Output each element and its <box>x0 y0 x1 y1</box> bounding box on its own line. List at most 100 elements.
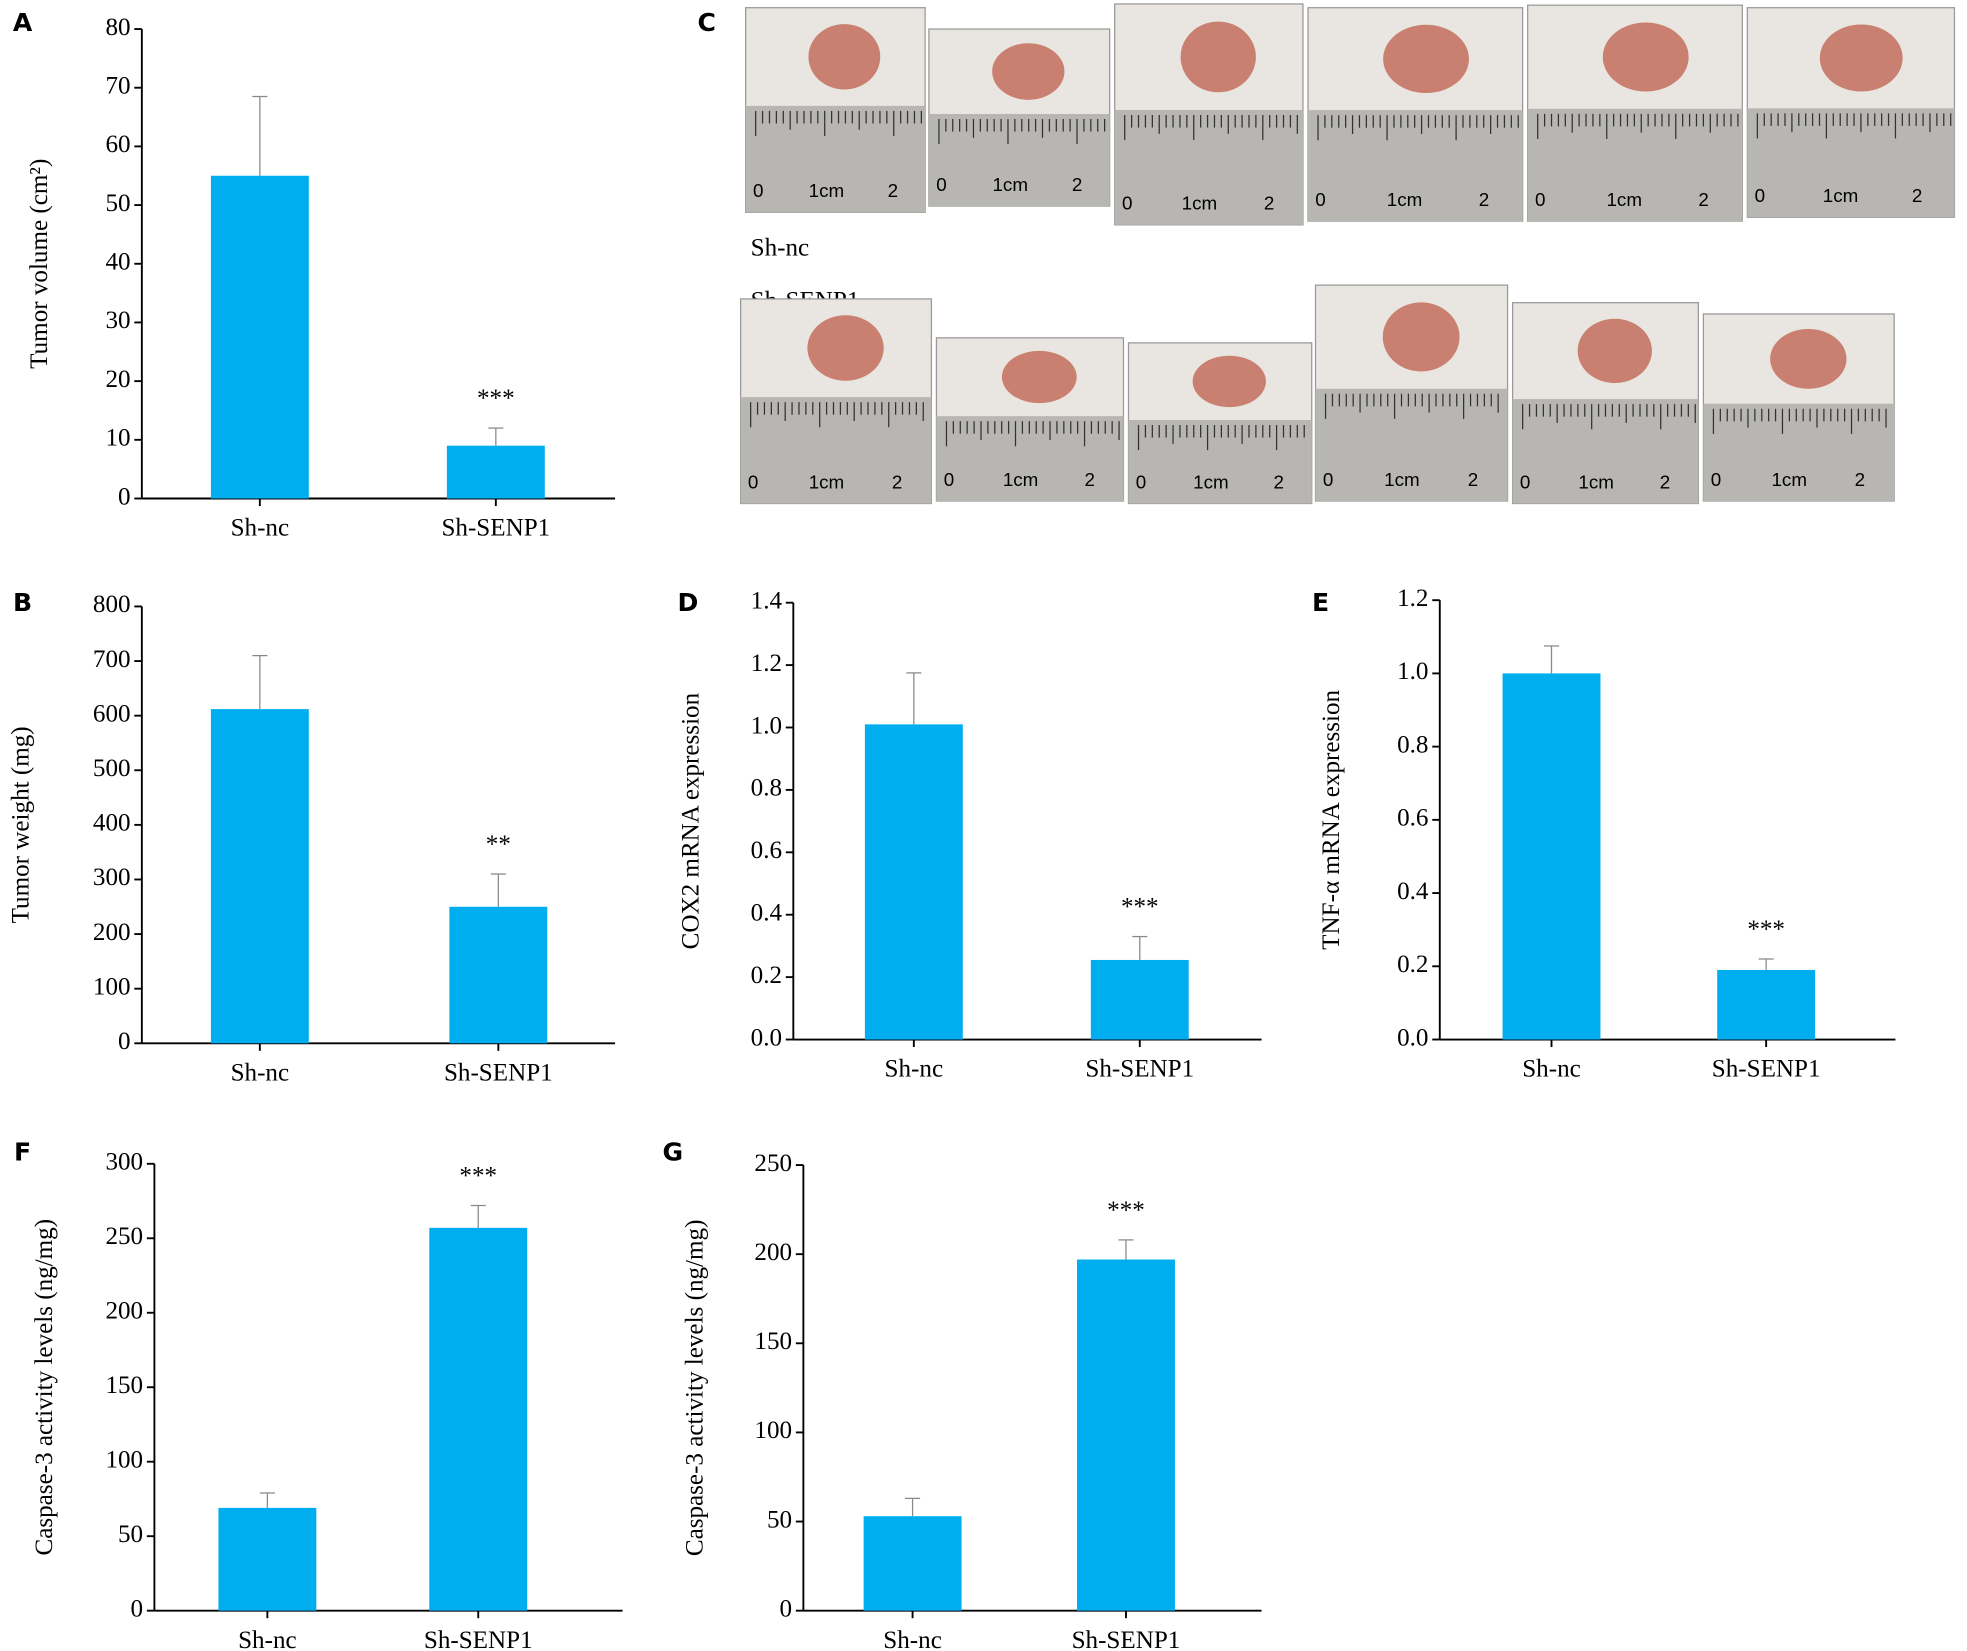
tumor <box>1382 302 1460 372</box>
y-tick-label: 30 <box>105 307 130 334</box>
y-tick-label: 50 <box>105 190 130 217</box>
tumor <box>1577 318 1652 384</box>
y-tick-label: 300 <box>93 864 131 891</box>
ruler-label: 0 <box>1711 469 1721 490</box>
x-tick-label: Sh-nc <box>883 1627 942 1651</box>
ruler-label: 1cm <box>1384 469 1420 490</box>
ruler-label: 2 <box>1264 193 1274 214</box>
tumor <box>1383 24 1469 94</box>
significance: *** <box>459 1163 497 1190</box>
panel-label: E <box>1312 588 1329 617</box>
bar <box>429 1227 528 1611</box>
y-tick-label: 0.8 <box>751 775 782 802</box>
tumor <box>1192 355 1266 408</box>
ruler-label: 1cm <box>1182 193 1218 214</box>
tumor <box>808 24 881 90</box>
y-tick-label: 300 <box>105 1149 143 1176</box>
ruler-label: 0 <box>1755 185 1765 206</box>
ruler-label: 1cm <box>1606 189 1642 210</box>
ruler-label: 2 <box>1072 174 1082 195</box>
bar <box>210 175 309 499</box>
panel-label: C <box>698 8 716 37</box>
ruler-label: 2 <box>1698 189 1708 210</box>
ruler-label: 1cm <box>1771 469 1807 490</box>
y-tick-label: 0 <box>131 1595 144 1622</box>
y-tick-label: 0.2 <box>751 962 782 989</box>
ruler-label: 0 <box>1520 471 1530 492</box>
ruler-label: 0 <box>944 469 954 490</box>
ruler-label: 2 <box>1479 189 1489 210</box>
tumor <box>1602 22 1689 92</box>
y-tick-label: 500 <box>93 755 131 782</box>
ruler-label: 1cm <box>1193 471 1229 492</box>
y-tick-label: 50 <box>767 1506 792 1533</box>
y-tick-label: 0 <box>118 483 131 510</box>
y-tick-label: 0 <box>118 1028 131 1055</box>
tumor <box>1770 328 1847 389</box>
ruler <box>1747 108 1955 218</box>
ruler-label: 1cm <box>1823 185 1859 206</box>
tumor <box>1180 21 1256 93</box>
ruler-label: 2 <box>1468 469 1478 490</box>
x-tick-label: Sh-nc <box>231 1059 290 1086</box>
x-tick-label: Sh-SENP1 <box>1085 1056 1194 1083</box>
ruler-label: 1cm <box>992 174 1028 195</box>
panel-label: D <box>677 588 698 617</box>
y-axis-title: Caspase-3 activity levels (ng/mg) <box>31 1219 58 1556</box>
bar <box>864 724 963 1040</box>
ruler <box>1315 388 1508 502</box>
bar <box>1717 969 1816 1040</box>
y-tick-label: 1.0 <box>751 712 782 739</box>
ruler-label: 2 <box>1855 469 1865 490</box>
photo-panel: C Sh-nc Sh-SENP1 01cm201cm201cm201cm201c… <box>698 3 1956 505</box>
y-tick-label: 0.0 <box>751 1024 782 1051</box>
significance: *** <box>1747 916 1785 943</box>
x-tick-label: Sh-nc <box>1522 1056 1581 1083</box>
ruler <box>740 397 932 504</box>
y-tick-label: 0.4 <box>751 899 783 926</box>
ruler-label: 0 <box>748 471 758 492</box>
x-tick-label: Sh-SENP1 <box>1712 1056 1821 1083</box>
tumor <box>992 43 1065 100</box>
bar <box>446 445 545 499</box>
y-tick-label: 600 <box>93 700 131 727</box>
ruler-label: 0 <box>1136 471 1146 492</box>
tumor <box>1001 350 1077 404</box>
ruler <box>1114 109 1303 225</box>
y-tick-label: 0 <box>780 1595 793 1622</box>
x-tick-label: Sh-nc <box>231 515 290 542</box>
y-axis-title: TNF-α mRNA expression <box>1318 689 1345 949</box>
panel-label: G <box>663 1138 684 1167</box>
ruler-label: 0 <box>1323 469 1333 490</box>
y-tick-label: 0.6 <box>1397 805 1428 832</box>
bar <box>210 709 309 1044</box>
x-tick-label: Sh-SENP1 <box>1072 1627 1181 1651</box>
y-tick-label: 150 <box>105 1372 143 1399</box>
tumor <box>807 315 884 381</box>
y-tick-label: 0.2 <box>1397 951 1428 978</box>
y-tick-label: 1.4 <box>751 587 783 614</box>
bar <box>1090 959 1189 1040</box>
group-label: Sh-nc <box>751 235 810 262</box>
y-tick-label: 1.2 <box>751 650 782 677</box>
ruler-label: 1cm <box>1387 189 1423 210</box>
y-tick-label: 60 <box>105 131 130 158</box>
y-tick-label: 80 <box>105 14 130 41</box>
y-tick-label: 40 <box>105 249 130 276</box>
y-tick-label: 250 <box>105 1223 143 1250</box>
y-tick-label: 150 <box>754 1328 792 1355</box>
x-tick-label: Sh-SENP1 <box>444 1059 553 1086</box>
y-axis-title: Caspase-3 activity levels (ng/mg) <box>681 1220 708 1557</box>
bar <box>449 906 548 1044</box>
ruler-label: 2 <box>892 471 902 492</box>
y-axis-title: COX2 mRNA expression <box>678 692 705 949</box>
bar <box>863 1516 962 1611</box>
y-tick-label: 50 <box>118 1521 143 1548</box>
y-tick-label: 100 <box>93 973 131 1000</box>
panel-label: F <box>14 1138 31 1167</box>
ruler-label: 2 <box>1912 185 1922 206</box>
tumor <box>1819 24 1903 92</box>
x-tick-label: Sh-SENP1 <box>424 1627 533 1651</box>
ruler-label: 0 <box>1535 189 1545 210</box>
